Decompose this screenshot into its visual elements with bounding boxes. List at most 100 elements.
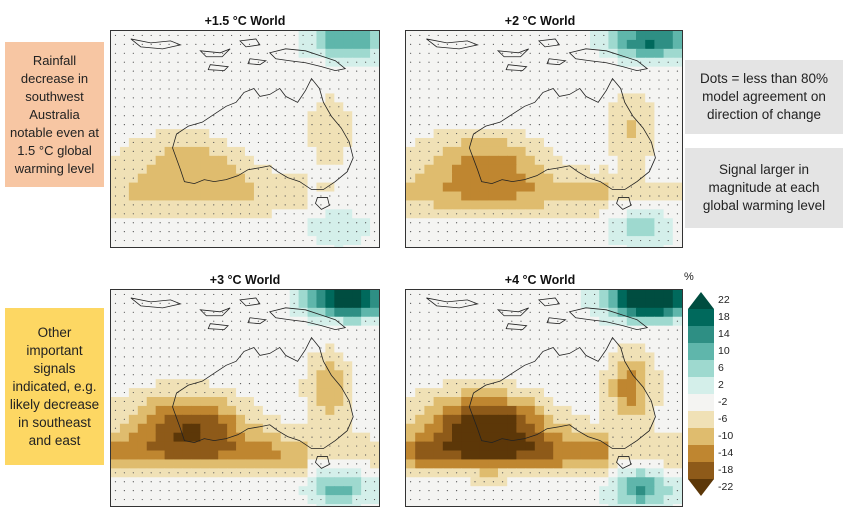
agreement-dot bbox=[419, 302, 421, 304]
agreement-dot bbox=[132, 356, 134, 358]
agreement-dot bbox=[566, 222, 568, 224]
grid-cell bbox=[155, 182, 166, 193]
agreement-dot bbox=[584, 418, 587, 420]
agreement-dot bbox=[248, 79, 251, 81]
agreement-dot bbox=[520, 115, 522, 117]
agreement-dot bbox=[248, 374, 251, 376]
agreement-dot bbox=[409, 222, 412, 224]
agreement-dot bbox=[329, 88, 331, 90]
agreement-dot bbox=[257, 311, 259, 313]
agreement-dot bbox=[132, 222, 134, 224]
grid-cell bbox=[182, 245, 192, 247]
grid-cell bbox=[316, 290, 326, 300]
agreement-dot bbox=[356, 195, 358, 197]
grid-cell bbox=[608, 379, 619, 389]
agreement-dot bbox=[365, 204, 367, 206]
agreement-dot bbox=[639, 418, 642, 420]
grid-cell bbox=[470, 173, 481, 184]
agreement-dot bbox=[356, 498, 358, 501]
grid-cell bbox=[191, 245, 201, 247]
agreement-dot bbox=[593, 329, 596, 331]
agreement-dot bbox=[195, 472, 197, 474]
agreement-dot bbox=[239, 61, 242, 63]
agreement-dot bbox=[575, 43, 577, 45]
grid-cell bbox=[307, 298, 317, 309]
agreement-dot bbox=[649, 213, 651, 215]
agreement-dot bbox=[266, 239, 268, 242]
agreement-dot bbox=[566, 311, 568, 313]
agreement-dot bbox=[520, 88, 522, 90]
agreement-dot bbox=[419, 115, 421, 117]
agreement-dot bbox=[437, 222, 439, 224]
agreement-dot bbox=[132, 498, 134, 501]
agreement-dot bbox=[575, 204, 577, 206]
agreement-dot bbox=[676, 159, 679, 161]
agreement-dot bbox=[302, 141, 304, 144]
agreement-dot bbox=[483, 124, 485, 126]
agreement-dot bbox=[213, 213, 215, 215]
agreement-dot bbox=[520, 231, 522, 233]
grid-cell bbox=[415, 423, 425, 434]
grid-cell bbox=[544, 173, 554, 184]
agreement-dot bbox=[419, 61, 421, 63]
agreement-dot bbox=[186, 498, 188, 501]
grid-cell bbox=[227, 182, 237, 193]
agreement-dot bbox=[338, 79, 340, 81]
grid-cell bbox=[626, 379, 637, 389]
agreement-dot bbox=[168, 141, 170, 144]
agreement-dot bbox=[428, 52, 430, 54]
grid-cell bbox=[182, 146, 192, 157]
agreement-dot bbox=[311, 159, 313, 161]
agreement-dot bbox=[204, 338, 206, 340]
agreement-dot bbox=[356, 150, 358, 152]
agreement-dot bbox=[132, 97, 134, 99]
agreement-dot bbox=[409, 329, 412, 331]
agreement-dot bbox=[446, 338, 449, 340]
grid-cell bbox=[191, 182, 201, 193]
agreement-dot bbox=[338, 70, 340, 72]
agreement-dot bbox=[373, 106, 376, 108]
grid-cell bbox=[516, 200, 527, 210]
agreement-dot bbox=[566, 132, 568, 135]
agreement-dot bbox=[356, 204, 358, 206]
grid-cell bbox=[155, 459, 166, 469]
agreement-dot bbox=[275, 481, 277, 483]
agreement-dot bbox=[584, 168, 587, 170]
grid-cell bbox=[325, 504, 335, 506]
agreement-dot bbox=[621, 186, 623, 188]
grid-cell bbox=[626, 361, 637, 371]
agreement-dot bbox=[474, 124, 476, 126]
agreement-dot bbox=[547, 70, 550, 72]
grid-cell bbox=[580, 191, 591, 201]
grid-cell bbox=[406, 423, 416, 434]
agreement-dot bbox=[284, 168, 286, 170]
grid-cell bbox=[280, 441, 291, 452]
grid-cell bbox=[626, 397, 637, 407]
agreement-dot bbox=[356, 132, 358, 135]
agreement-dot bbox=[356, 347, 358, 349]
agreement-dot bbox=[621, 79, 623, 81]
agreement-dot bbox=[465, 106, 467, 108]
agreement-dot bbox=[455, 222, 458, 224]
grid-cell bbox=[325, 370, 335, 380]
agreement-dot bbox=[373, 186, 376, 188]
coastline bbox=[247, 58, 267, 66]
agreement-dot bbox=[284, 204, 286, 206]
agreement-dot bbox=[177, 115, 179, 117]
agreement-dot bbox=[275, 302, 277, 304]
map-panel-4 bbox=[405, 289, 683, 507]
agreement-dot bbox=[621, 320, 623, 322]
agreement-dot bbox=[612, 124, 614, 126]
agreement-dot bbox=[419, 409, 421, 411]
agreement-dot bbox=[114, 52, 117, 54]
agreement-dot bbox=[213, 302, 215, 304]
grid-cell bbox=[191, 414, 201, 425]
grid-cell bbox=[111, 441, 121, 452]
agreement-dot bbox=[575, 132, 577, 135]
agreement-dot bbox=[437, 70, 439, 72]
agreement-dot bbox=[584, 106, 587, 108]
agreement-dot bbox=[356, 427, 358, 429]
agreement-dot bbox=[676, 400, 679, 403]
agreement-dot bbox=[566, 70, 568, 72]
grid-cell bbox=[479, 138, 490, 148]
